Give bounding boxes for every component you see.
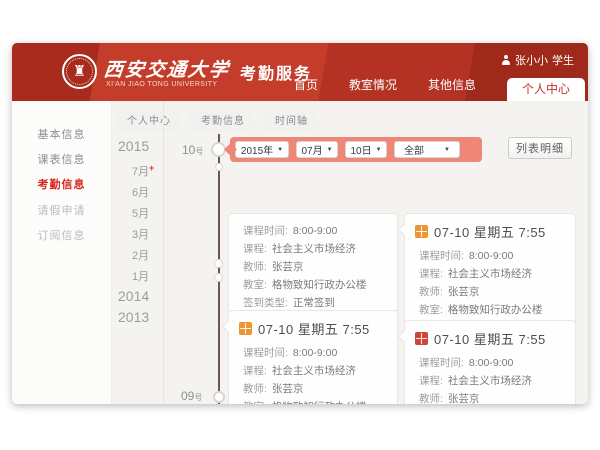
attendance-status-icon bbox=[239, 322, 252, 335]
attendance-status-icon bbox=[415, 225, 428, 238]
chevron-down-icon: ▼ bbox=[326, 146, 333, 153]
rail-month-jan[interactable]: 1月 bbox=[132, 271, 150, 283]
field-label: 教室: bbox=[243, 398, 267, 404]
field-label: 课程时间: bbox=[243, 225, 288, 237]
user-role: 学生 bbox=[552, 55, 574, 67]
field-label: 教师: bbox=[243, 383, 267, 395]
person-icon bbox=[501, 55, 511, 65]
field-label: 教室: bbox=[419, 304, 443, 316]
nav-item-other-info[interactable]: 其他信息 bbox=[427, 78, 476, 92]
field-label: 课程: bbox=[419, 375, 443, 387]
month-select[interactable]: 07月 ▼ bbox=[296, 141, 338, 158]
sidebar-item-timetable[interactable]: 课表信息 bbox=[37, 154, 86, 166]
field-label: 教师: bbox=[243, 261, 267, 273]
nav-item-classrooms[interactable]: 教室情况 bbox=[348, 78, 397, 92]
rail-year-2013[interactable]: 2013 bbox=[118, 309, 150, 325]
breadcrumb-timeline[interactable]: 时间轴 bbox=[259, 112, 320, 132]
timeline-node bbox=[215, 163, 223, 171]
year-month-rail: 2015 7月 + 6月 5月 3月 2月 1月 2014 2013 bbox=[112, 101, 164, 404]
attendance-card: 07-10 星期五 7:55 课程时间: 8:00-9:00 课程: 社会主义市场经… bbox=[404, 320, 576, 404]
field-value: 正常签到 bbox=[292, 297, 335, 309]
breadcrumb-personal-center[interactable]: 个人中心 bbox=[115, 112, 183, 132]
field-value: 8:00-9:00 bbox=[292, 347, 338, 359]
field-label: 课程时间: bbox=[243, 347, 288, 359]
sidebar: 基本信息 课表信息 考勤信息 请假申请 订阅信息 bbox=[12, 101, 112, 404]
field-value: 社会主义市场经济 bbox=[447, 268, 532, 280]
card-title: 07-10 星期五 7:55 bbox=[434, 225, 546, 240]
sidebar-item-subscription[interactable]: 订阅信息 bbox=[37, 230, 86, 242]
field-label: 教师: bbox=[419, 393, 443, 404]
list-detail-button[interactable]: 列表明细 bbox=[508, 137, 572, 159]
user-account[interactable]: 张小小 学生 bbox=[501, 52, 574, 68]
field-label: 课程: bbox=[243, 365, 267, 377]
timeline-node-day09 bbox=[213, 391, 225, 403]
sidebar-item-basic-info[interactable]: 基本信息 bbox=[37, 129, 86, 141]
field-value: 8:00-9:00 bbox=[468, 250, 514, 262]
university-logo: ♜ bbox=[62, 54, 97, 89]
rail-year-2014[interactable]: 2014 bbox=[118, 288, 150, 304]
header-bar: ♜ 西安交通大学 XI'AN JIAO TONG UNIVERSITY 考勤服务… bbox=[12, 43, 588, 101]
content-area: 基本信息 课表信息 考勤信息 请假申请 订阅信息 个人中心 考勤信息 时间轴 2… bbox=[12, 101, 588, 404]
timeline-node bbox=[214, 259, 223, 268]
day-label-10: 10号 bbox=[182, 143, 204, 157]
field-value: 社会主义市场经济 bbox=[447, 375, 532, 387]
day-label-09: 09号 bbox=[181, 389, 203, 403]
attendance-card: 07-10 星期五 7:55 课程时间: 8:00-9:00 课程: 社会主义市场经… bbox=[228, 310, 398, 404]
timeline-node bbox=[214, 273, 223, 282]
chevron-down-icon: ▼ bbox=[375, 146, 382, 153]
nav-tab-personal-center[interactable]: 个人中心 bbox=[506, 78, 585, 101]
rail-month-jun[interactable]: 6月 bbox=[132, 187, 150, 199]
university-name-en: XI'AN JIAO TONG UNIVERSITY bbox=[106, 81, 218, 88]
field-label: 课程: bbox=[243, 243, 267, 255]
field-value: 8:00-9:00 bbox=[292, 225, 338, 237]
breadcrumb: 个人中心 考勤信息 时间轴 bbox=[115, 112, 322, 132]
field-label: 课程时间: bbox=[419, 357, 464, 369]
field-label: 签到类型: bbox=[243, 297, 288, 309]
attendance-card: 07-10 星期五 7:55 课程时间: 8:00-9:00 课程: 社会主义市场经… bbox=[404, 213, 576, 335]
app-window: ♜ 西安交通大学 XI'AN JIAO TONG UNIVERSITY 考勤服务… bbox=[12, 43, 588, 404]
field-label: 教室: bbox=[243, 279, 267, 291]
app-title: 考勤服务 bbox=[240, 66, 313, 83]
filter-bubble: 2015年 ▼ 07月 ▼ 10日 ▼ 全部 ▼ bbox=[230, 137, 482, 162]
chevron-down-icon: ▼ bbox=[444, 146, 450, 153]
university-name-cn: 西安交通大学 bbox=[102, 59, 232, 81]
rail-month-jul[interactable]: 7月 bbox=[132, 166, 150, 178]
emblem-icon: ♜ bbox=[72, 63, 87, 80]
field-value: 格物致知行政办公楼 bbox=[272, 398, 367, 404]
rail-month-may[interactable]: 5月 bbox=[132, 208, 150, 220]
type-select[interactable]: 全部 ▼ bbox=[394, 141, 460, 158]
field-value: 8:00-9:00 bbox=[468, 357, 514, 369]
field-value: 社会主义市场经济 bbox=[271, 243, 356, 255]
field-label: 教师: bbox=[419, 286, 443, 298]
field-value: 张芸京 bbox=[271, 261, 304, 273]
card-title: 07-10 星期五 7:55 bbox=[258, 322, 370, 337]
main-nav: 首页 教室情况 其他信息 个人中心 bbox=[294, 76, 585, 101]
field-value: 格物致知行政办公楼 bbox=[447, 304, 543, 316]
card-title: 07-10 星期五 7:55 bbox=[434, 332, 546, 347]
field-value: 张芸京 bbox=[447, 393, 480, 404]
field-label: 课程: bbox=[419, 268, 443, 280]
attendance-status-icon bbox=[415, 332, 428, 345]
day-select[interactable]: 10日 ▼ bbox=[345, 141, 387, 158]
rail-month-mar[interactable]: 3月 bbox=[132, 229, 150, 241]
field-value: 张芸京 bbox=[447, 286, 480, 298]
current-month-marker-icon: + bbox=[149, 163, 155, 173]
rail-month-feb[interactable]: 2月 bbox=[132, 250, 150, 262]
timeline-line bbox=[218, 134, 220, 404]
rail-year-2015[interactable]: 2015 bbox=[118, 138, 150, 154]
field-value: 社会主义市场经济 bbox=[271, 365, 356, 377]
attendance-card: 课程时间: 8:00-9:00 课程: 社会主义市场经济 教师: 张芸京 教室: 格物致… bbox=[228, 213, 398, 313]
sidebar-item-attendance[interactable]: 考勤信息 bbox=[37, 179, 86, 191]
sidebar-item-leave-request[interactable]: 请假申请 bbox=[37, 205, 86, 217]
field-value: 张芸京 bbox=[271, 383, 304, 395]
field-value: 格物致知行政办公楼 bbox=[271, 279, 367, 291]
nav-item-home[interactable]: 首页 bbox=[293, 78, 318, 92]
breadcrumb-attendance-info[interactable]: 考勤信息 bbox=[185, 112, 257, 132]
chevron-down-icon: ▼ bbox=[277, 146, 284, 153]
year-select[interactable]: 2015年 ▼ bbox=[235, 141, 289, 158]
user-name: 张小小 bbox=[515, 55, 548, 67]
field-label: 课程时间: bbox=[419, 250, 464, 262]
